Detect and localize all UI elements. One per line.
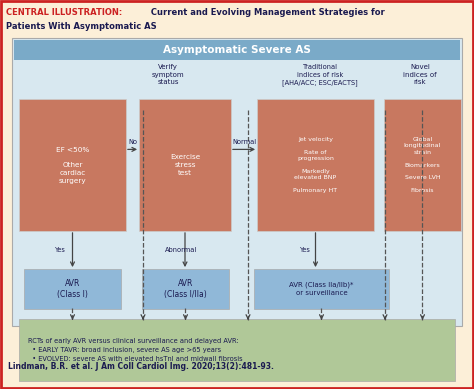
Text: No: No — [128, 139, 137, 145]
Text: Current and Evolving Management Strategies for: Current and Evolving Management Strategi… — [148, 8, 385, 17]
Text: Verify
symptom
status: Verify symptom status — [152, 64, 184, 85]
Text: Yes: Yes — [55, 247, 65, 253]
Text: Global
longitudinal
strain

Biomarkers

Severe LVH

Fibrosis: Global longitudinal strain Biomarkers Se… — [404, 137, 441, 193]
Bar — [14, 40, 460, 60]
Text: Jet velocity

Rate of
progression

Markedly
elevated BNP

Pulmonary HT: Jet velocity Rate of progression Markedl… — [293, 137, 337, 193]
Text: Exercise
stress
test: Exercise stress test — [170, 154, 200, 176]
FancyBboxPatch shape — [139, 99, 231, 231]
Text: Normal: Normal — [232, 139, 256, 145]
Text: Patients With Asymptomatic AS: Patients With Asymptomatic AS — [6, 22, 156, 31]
FancyBboxPatch shape — [24, 269, 121, 309]
FancyBboxPatch shape — [257, 99, 374, 231]
FancyBboxPatch shape — [19, 319, 455, 381]
Text: Traditional
indices of risk
[AHA/ACC; ESC/EACTS]: Traditional indices of risk [AHA/ACC; ES… — [282, 64, 358, 86]
Text: AVR
(Class I): AVR (Class I) — [57, 279, 88, 299]
Text: Yes: Yes — [300, 247, 310, 253]
FancyBboxPatch shape — [142, 269, 229, 309]
Text: EF <50%

Other
cardiac
surgery: EF <50% Other cardiac surgery — [56, 147, 89, 184]
Text: AVR (Class IIa/IIb)*
or surveillance: AVR (Class IIa/IIb)* or surveillance — [289, 282, 354, 296]
Text: Novel
indices of
risk: Novel indices of risk — [403, 64, 437, 85]
Text: Asymptomatic Severe AS: Asymptomatic Severe AS — [163, 45, 311, 55]
FancyBboxPatch shape — [19, 99, 126, 231]
Text: AVR
(Class I/IIa): AVR (Class I/IIa) — [164, 279, 207, 299]
Text: Lindman, B.R. et al. J Am Coll Cardiol Img. 2020;13(2):481-93.: Lindman, B.R. et al. J Am Coll Cardiol I… — [8, 362, 274, 371]
Bar — [12, 38, 462, 326]
Text: Abnormal: Abnormal — [165, 247, 197, 253]
Text: CENTRAL ILLUSTRATION:: CENTRAL ILLUSTRATION: — [6, 8, 122, 17]
FancyBboxPatch shape — [254, 269, 389, 309]
FancyBboxPatch shape — [384, 99, 461, 231]
Text: RCTs of early AVR versus clinical surveillance and delayed AVR:
  • EARLY TAVR: : RCTs of early AVR versus clinical survei… — [28, 338, 243, 362]
